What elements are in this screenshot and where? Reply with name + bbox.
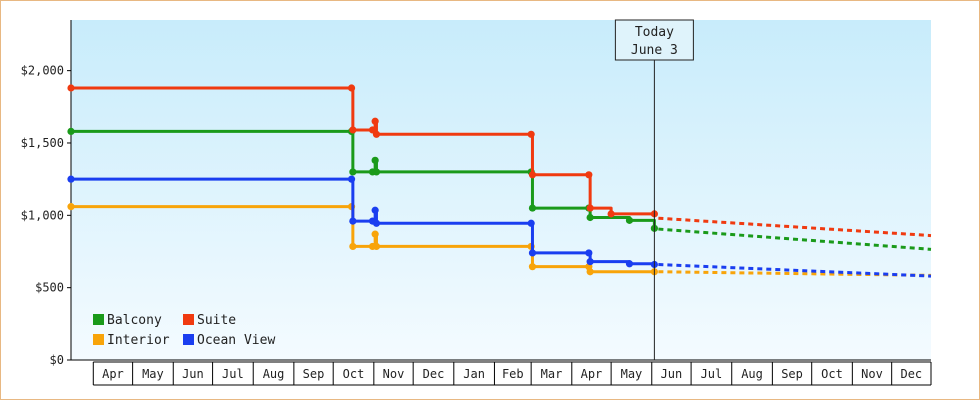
x-tick-label: Jul bbox=[701, 367, 723, 381]
data-point bbox=[625, 260, 634, 268]
forecast-line bbox=[658, 216, 932, 238]
data-point bbox=[527, 130, 535, 138]
today-label: Today bbox=[635, 25, 674, 40]
x-tick-label: Dec bbox=[423, 367, 445, 381]
x-tick-label: Oct bbox=[821, 367, 843, 381]
data-point bbox=[607, 210, 615, 218]
data-point bbox=[585, 249, 593, 257]
data-point bbox=[528, 263, 537, 271]
data-point bbox=[347, 175, 356, 183]
data-point bbox=[371, 230, 379, 238]
legend-swatch bbox=[183, 334, 194, 345]
x-tick-label: Sep bbox=[303, 367, 325, 381]
plot-area bbox=[71, 20, 931, 360]
today-date-label: June 3 bbox=[631, 43, 678, 58]
data-point bbox=[528, 249, 537, 257]
y-tick-label: $2,000 bbox=[21, 64, 64, 78]
data-point bbox=[349, 126, 357, 134]
data-point bbox=[527, 219, 535, 227]
data-point bbox=[67, 175, 75, 183]
legend-swatch bbox=[93, 314, 104, 325]
data-point bbox=[349, 168, 357, 176]
data-point bbox=[586, 213, 594, 222]
x-tick-label: Aug bbox=[741, 367, 763, 381]
data-point bbox=[371, 117, 379, 125]
data-point bbox=[625, 216, 634, 224]
data-point bbox=[372, 242, 381, 251]
data-point bbox=[67, 127, 75, 136]
x-tick-label: Jul bbox=[222, 367, 244, 381]
x-tick-label: Oct bbox=[343, 367, 365, 381]
data-point bbox=[347, 84, 356, 92]
x-tick-label: Apr bbox=[102, 367, 124, 381]
data-point bbox=[528, 171, 537, 179]
series-suite bbox=[67, 84, 932, 238]
y-tick-label: $500 bbox=[35, 281, 64, 295]
legend-swatch bbox=[93, 334, 104, 345]
x-tick-label: Dec bbox=[900, 367, 922, 381]
data-point bbox=[372, 219, 381, 227]
forecast-line bbox=[658, 227, 932, 251]
data-point bbox=[372, 130, 381, 138]
data-point bbox=[586, 204, 594, 212]
y-tick-label: $1,000 bbox=[21, 208, 64, 222]
data-point bbox=[528, 204, 537, 212]
x-tick-label: Aug bbox=[263, 367, 285, 381]
forecast-line bbox=[658, 263, 932, 278]
x-tick-label: May bbox=[142, 367, 164, 381]
data-point bbox=[586, 268, 594, 276]
legend-label: Ocean View bbox=[197, 333, 275, 348]
y-tick-label: $1,500 bbox=[21, 136, 64, 150]
data-point bbox=[371, 206, 379, 214]
legend-label: Interior bbox=[107, 333, 170, 348]
x-tick-label: Jan bbox=[463, 367, 485, 381]
data-point bbox=[371, 156, 379, 164]
x-tick-label: Nov bbox=[861, 367, 883, 381]
x-tick-label: Feb bbox=[502, 367, 524, 381]
x-tick-label: Mar bbox=[541, 367, 563, 381]
legend-swatch bbox=[183, 314, 194, 325]
y-tick-label: $0 bbox=[50, 353, 64, 367]
x-tick-label: Sep bbox=[781, 367, 803, 381]
data-point bbox=[349, 242, 357, 251]
legend-label: Suite bbox=[197, 313, 236, 328]
today-box bbox=[614, 19, 694, 61]
data-point bbox=[349, 217, 357, 225]
x-tick-label: Nov bbox=[383, 367, 405, 381]
data-point bbox=[67, 84, 75, 92]
legend-label: Balcony bbox=[107, 313, 162, 328]
x-tick-label: Apr bbox=[581, 367, 603, 381]
x-tick-label: Jun bbox=[661, 367, 683, 381]
data-point bbox=[585, 171, 593, 179]
x-tick-label: Jun bbox=[182, 367, 204, 381]
data-point bbox=[67, 203, 75, 211]
data-point bbox=[372, 168, 381, 176]
x-tick-label: May bbox=[621, 367, 643, 381]
data-point bbox=[586, 258, 594, 266]
